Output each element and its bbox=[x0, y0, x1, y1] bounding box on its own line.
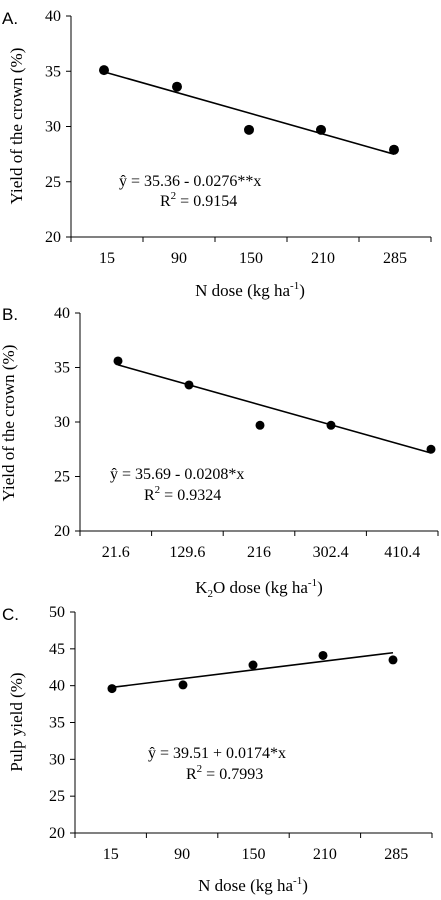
points-b bbox=[113, 356, 436, 454]
data-point bbox=[389, 144, 399, 155]
x-ticks-b: 21.6 129.6 216 302.4 410.4 bbox=[79, 531, 439, 561]
r2-c: R2 = 0.7993 bbox=[186, 763, 263, 783]
y-tick-label: 35 bbox=[45, 63, 61, 80]
y-tick-label: 40 bbox=[49, 678, 65, 695]
x-tick-label: 15 bbox=[99, 250, 115, 267]
x-axis-label-b: K2O dose (kg ha-1) bbox=[195, 577, 323, 600]
r2-value-b: = 0.9324 bbox=[160, 487, 221, 504]
r2-b: R2 = 0.9324 bbox=[144, 484, 221, 504]
y-tick-label: 30 bbox=[54, 414, 70, 431]
x-ticks-c: 15 90 150 210 285 bbox=[74, 833, 433, 863]
x-axis-label-c: N dose (kg ha-1) bbox=[198, 875, 308, 895]
x-tick-label: 129.6 bbox=[169, 544, 205, 561]
points-a bbox=[99, 65, 399, 155]
y-tick-label: 50 bbox=[49, 604, 65, 621]
data-point bbox=[388, 655, 398, 665]
data-point bbox=[184, 380, 194, 390]
x-tick-label: 150 bbox=[239, 250, 263, 267]
y-tick-label: 30 bbox=[45, 119, 61, 136]
r2-label-c: R bbox=[186, 766, 197, 783]
y-tick-label: 35 bbox=[54, 360, 70, 377]
r2-label-b: R bbox=[144, 487, 155, 504]
trendline-b bbox=[117, 364, 432, 454]
y-axis-label-c: Pulp yield (%) bbox=[7, 672, 26, 771]
x-tick-label: 21.6 bbox=[102, 544, 130, 561]
x-ticks-a: 15 90 150 210 285 bbox=[70, 237, 432, 267]
data-point bbox=[172, 81, 182, 92]
y-tick-label: 35 bbox=[49, 715, 65, 732]
y-tick-label: 30 bbox=[49, 751, 65, 768]
trendline-c bbox=[111, 651, 394, 689]
y-tick-label: 40 bbox=[45, 8, 61, 25]
y-tick-label: 20 bbox=[45, 229, 61, 246]
panel-label-a: A. bbox=[2, 9, 18, 28]
trend-line bbox=[103, 71, 395, 155]
y-ticks-b: 20 25 30 35 40 bbox=[54, 305, 80, 540]
x-tick-label: 90 bbox=[171, 250, 187, 267]
equation-c: ŷ = 39.51 + 0.0174*x bbox=[148, 745, 286, 762]
data-point bbox=[318, 650, 328, 660]
x-tick-label: 285 bbox=[383, 250, 407, 267]
data-point bbox=[113, 356, 123, 366]
x-tick-label: 216 bbox=[247, 544, 271, 561]
y-axis-label-b: Yield of the crown (%) bbox=[0, 345, 18, 502]
r2-a: R2 = 0.9154 bbox=[160, 190, 237, 210]
chart-c: C. 20 25 30 35 40 45 50 15 90 150 210 285 ŷ = 39.5… bbox=[2, 604, 433, 895]
x-tick-label: 410.4 bbox=[384, 544, 420, 561]
data-point bbox=[244, 124, 254, 135]
equation-b: ŷ = 35.69 - 0.0208*x bbox=[110, 466, 244, 483]
r2-value-a: = 0.9154 bbox=[176, 193, 237, 210]
x-tick-label: 302.4 bbox=[313, 544, 349, 561]
y-axis-label-a: Yield of the crown (%) bbox=[7, 48, 26, 205]
x-tick-label: 210 bbox=[311, 250, 335, 267]
y-tick-label: 20 bbox=[49, 825, 65, 842]
trendline-a bbox=[103, 71, 395, 155]
x-axis-label-a: N dose (kg ha-1) bbox=[195, 280, 305, 300]
chart-a: A. 20 25 30 35 40 15 90 150 210 285 ŷ = 35.36 - … bbox=[2, 8, 432, 300]
data-point bbox=[316, 124, 326, 135]
panel-label-c: C. bbox=[2, 605, 19, 624]
x-tick-label: 210 bbox=[313, 846, 337, 863]
data-point bbox=[107, 684, 117, 694]
data-point bbox=[326, 420, 336, 430]
y-ticks-a: 20 25 30 35 40 bbox=[45, 8, 71, 246]
y-tick-label: 20 bbox=[54, 523, 70, 540]
y-tick-label: 45 bbox=[49, 641, 65, 658]
data-point bbox=[248, 660, 258, 670]
x-tick-label: 90 bbox=[174, 846, 190, 863]
chart-b: B. 20 25 30 35 40 21.6 129.6 216 302.4 410.4 ŷ =… bbox=[0, 305, 439, 600]
trend-line bbox=[117, 364, 432, 454]
data-point bbox=[426, 444, 436, 454]
trend-line bbox=[111, 651, 394, 689]
r2-label-a: R bbox=[160, 193, 171, 210]
y-tick-label: 25 bbox=[45, 174, 61, 191]
x-tick-label: 285 bbox=[384, 846, 408, 863]
data-point bbox=[255, 420, 265, 430]
y-tick-label: 25 bbox=[49, 788, 65, 805]
x-tick-label: 150 bbox=[242, 846, 266, 863]
y-tick-label: 40 bbox=[54, 305, 70, 322]
data-point bbox=[178, 680, 188, 690]
y-ticks-c: 20 25 30 35 40 45 50 bbox=[49, 604, 75, 842]
points-c bbox=[107, 650, 398, 694]
x-tick-label: 15 bbox=[103, 846, 119, 863]
r2-value-c: = 0.7993 bbox=[202, 766, 263, 783]
equation-a: ŷ = 35.36 - 0.0276**x bbox=[119, 173, 261, 190]
y-tick-label: 25 bbox=[54, 469, 70, 486]
data-point bbox=[99, 65, 109, 76]
panel-label-b: B. bbox=[2, 305, 18, 324]
